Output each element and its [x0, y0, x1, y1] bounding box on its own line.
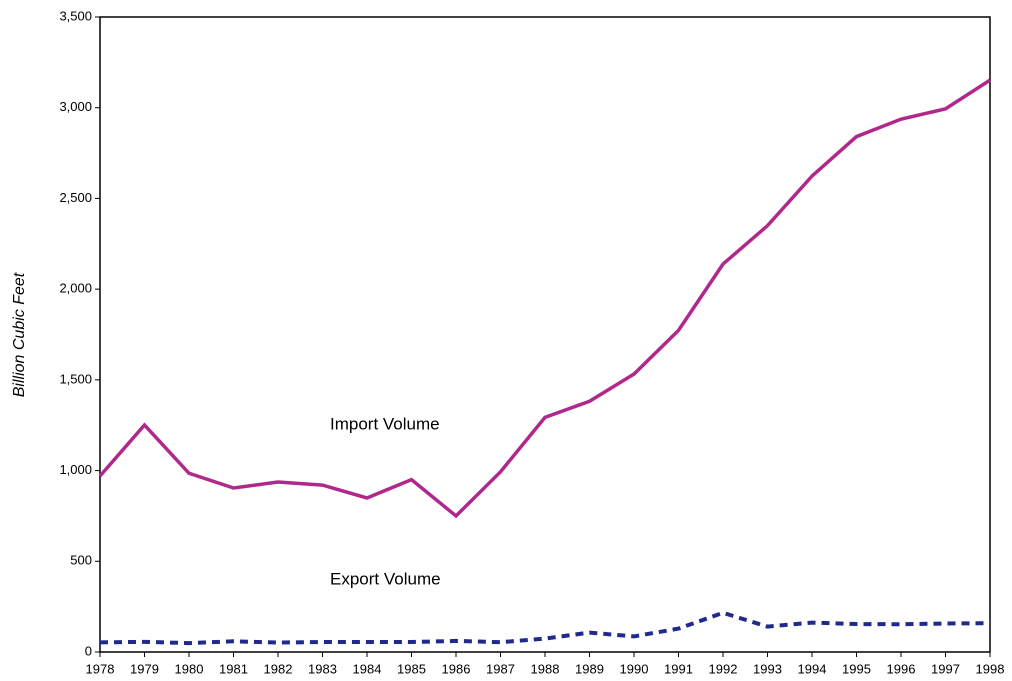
y-tick-label: 2,000 — [59, 281, 92, 296]
x-tick-label: 1984 — [353, 661, 382, 676]
x-tick-label: 1981 — [219, 661, 248, 676]
series-line — [98, 78, 991, 519]
series-annotation: Export Volume — [330, 569, 441, 588]
x-tick-label: 1994 — [798, 661, 827, 676]
x-tick-label: 1996 — [887, 661, 916, 676]
series-line — [99, 610, 991, 646]
x-tick-label: 1986 — [442, 661, 471, 676]
y-tick-label: 3,000 — [59, 99, 92, 114]
x-tick-label: 1980 — [175, 661, 204, 676]
y-tick-label: 1,500 — [59, 371, 92, 386]
x-tick-label: 1978 — [86, 661, 115, 676]
x-tick-label: 1983 — [308, 661, 337, 676]
y-tick-label: 2,500 — [59, 190, 92, 205]
x-tick-label: 1991 — [664, 661, 693, 676]
y-tick-label: 0 — [85, 643, 92, 658]
y-axis-title: Billion Cubic Feet — [11, 272, 28, 397]
series-annotation: Import Volume — [330, 414, 440, 433]
x-tick-label: 1990 — [620, 661, 649, 676]
x-tick-label: 1982 — [264, 661, 293, 676]
y-tick-label: 500 — [70, 553, 92, 568]
x-tick-label: 1992 — [709, 661, 738, 676]
x-tick-label: 1993 — [753, 661, 782, 676]
y-tick-label: 1,000 — [59, 462, 92, 477]
y-tick-label: 3,500 — [59, 8, 92, 23]
x-tick-label: 1998 — [976, 661, 1005, 676]
x-tick-label: 1997 — [931, 661, 960, 676]
x-tick-label: 1989 — [575, 661, 604, 676]
x-tick-label: 1995 — [842, 661, 871, 676]
x-tick-label: 1987 — [486, 661, 515, 676]
x-tick-label: 1979 — [130, 661, 159, 676]
x-tick-label: 1985 — [397, 661, 426, 676]
plot-frame — [99, 16, 991, 653]
x-tick-label: 1988 — [531, 661, 560, 676]
